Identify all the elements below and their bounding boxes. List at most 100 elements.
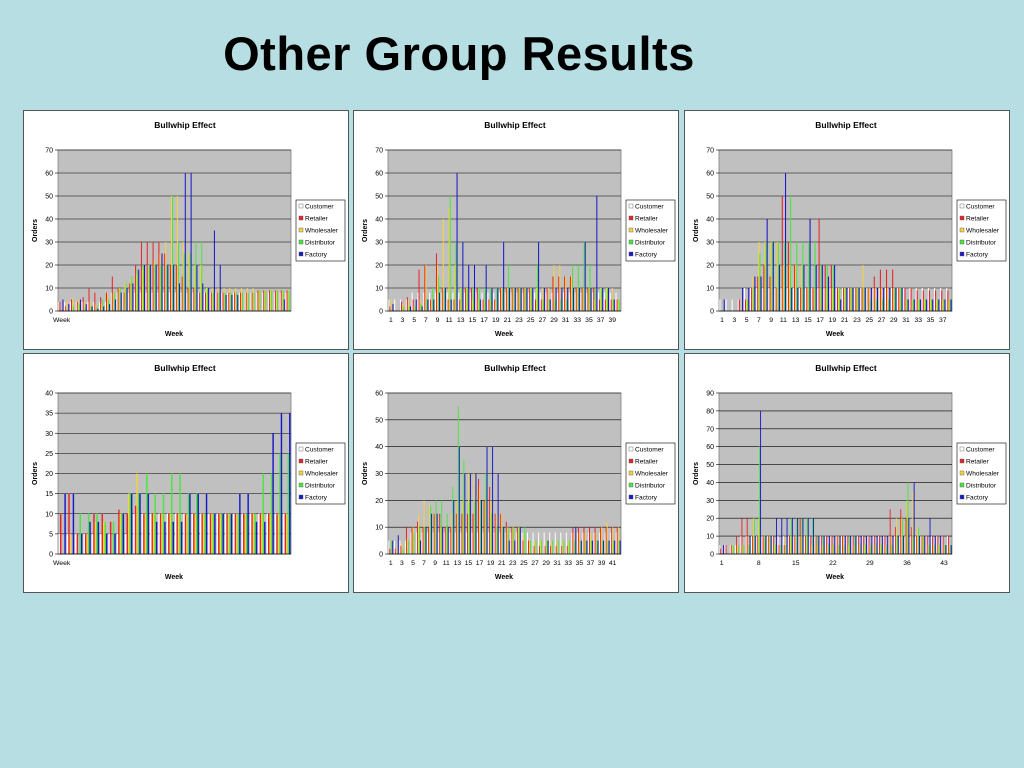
y-tick-label: 25 (45, 451, 53, 458)
legend-label: Wholesaler (966, 471, 1000, 478)
bar-retailer (932, 536, 933, 554)
bar-retailer (528, 540, 529, 554)
bar-factory (474, 265, 476, 311)
bar-distributor (230, 292, 232, 311)
bar-wholesaler (462, 500, 464, 554)
bar-factory (791, 518, 793, 554)
bar-factory (155, 265, 157, 311)
chart-panel-5: Bullwhip Effect 0 10 20 30 40 50 60 1 3 5 7 9 11 13 15 1… (353, 353, 679, 593)
bar-factory (503, 242, 505, 311)
bar-factory (147, 493, 150, 555)
x-tick-label: 31 (562, 317, 570, 324)
bar-retailer (447, 299, 449, 311)
bar-wholesaler (512, 288, 514, 311)
bar-wholesaler (827, 545, 829, 554)
bar-factory (549, 299, 551, 311)
bar-factory (214, 513, 216, 554)
bar-wholesaler (431, 299, 433, 311)
bar-factory (772, 242, 774, 311)
x-tick-label: 15 (792, 560, 800, 567)
y-tick-label: 60 (375, 391, 383, 398)
bar-factory (230, 513, 233, 554)
bar-wholesaler (495, 299, 497, 311)
bar-retailer (910, 527, 912, 554)
bar-factory (871, 536, 873, 554)
bar-retailer (937, 536, 939, 554)
bar-wholesaler (864, 545, 866, 554)
bar-distributor (894, 288, 896, 311)
bar-factory (580, 540, 582, 554)
bar-retailer (546, 288, 548, 311)
bar-customer (904, 536, 906, 554)
bar-distributor (287, 453, 290, 555)
bar-factory (462, 242, 464, 311)
bar-customer (134, 292, 136, 311)
bar-wholesaler (107, 292, 109, 311)
bar-retailer (847, 536, 849, 554)
bar-factory (821, 265, 823, 311)
bar-factory (573, 288, 575, 311)
bar-distributor (928, 545, 930, 554)
bar-retailer (199, 292, 201, 311)
bar-wholesaler (617, 527, 619, 554)
bar-wholesaler (874, 545, 876, 554)
bar-customer (283, 513, 285, 554)
bar-wholesaler (553, 265, 555, 311)
y-tick-label: 35 (45, 411, 53, 418)
bar-retailer (583, 527, 585, 554)
bar-factory (855, 536, 857, 554)
bar-wholesaler (223, 288, 225, 311)
bar-distributor (568, 540, 570, 554)
bar-retailer (879, 269, 881, 311)
bar-wholesaler (252, 513, 255, 554)
bar-retailer (787, 242, 789, 311)
bar-wholesaler (938, 545, 940, 554)
bar-retailer (558, 276, 560, 311)
bar-distributor (253, 292, 255, 311)
bar-retailer (539, 545, 541, 554)
legend-swatch-customer (628, 203, 634, 209)
bar-distributor (875, 545, 877, 554)
x-tick-label: 17 (480, 317, 488, 324)
bar-retailer (935, 290, 937, 311)
bar-customer (174, 292, 176, 311)
y-tick-label: 0 (710, 309, 714, 316)
legend-swatch-retailer (628, 215, 634, 221)
bar-distributor (518, 527, 520, 554)
bar-distributor (73, 306, 75, 311)
bar-wholesaler (258, 290, 260, 311)
y-tick-label: 5 (49, 531, 53, 538)
bar-wholesaler (774, 545, 776, 554)
x-tick-label: 15 (804, 317, 812, 324)
bar-retailer (511, 527, 513, 554)
bar-distributor (859, 545, 861, 554)
x-tick-label: 5 (412, 317, 416, 324)
bar-distributor (826, 265, 828, 311)
bar-wholesaler (425, 265, 427, 311)
y-tick-label: 0 (379, 309, 383, 316)
bar-customer (719, 545, 721, 554)
y-tick-label: 80 (706, 408, 714, 415)
bar-factory (450, 299, 452, 311)
x-tick-label: 1 (720, 317, 724, 324)
bar-retailer (812, 288, 814, 311)
bar-wholesaler (252, 288, 254, 311)
bar-wholesaler (832, 545, 834, 554)
bar-distributor (218, 292, 220, 311)
y-tick-label: 40 (375, 217, 383, 224)
bar-distributor (886, 545, 888, 554)
bar-factory (575, 527, 577, 554)
bar-distributor (557, 540, 559, 554)
bar-customer (224, 513, 227, 554)
bar-retailer (540, 299, 542, 311)
bar-factory (453, 500, 455, 554)
bar-customer (925, 536, 927, 554)
bar-retailer (146, 242, 148, 311)
bar-factory (180, 521, 183, 554)
bar-distributor (574, 540, 576, 554)
bar-distributor (618, 540, 620, 554)
bar-retailer (863, 536, 865, 554)
bar-wholesaler (612, 527, 614, 554)
bar-distributor (84, 306, 86, 311)
bar-retailer (555, 545, 557, 554)
